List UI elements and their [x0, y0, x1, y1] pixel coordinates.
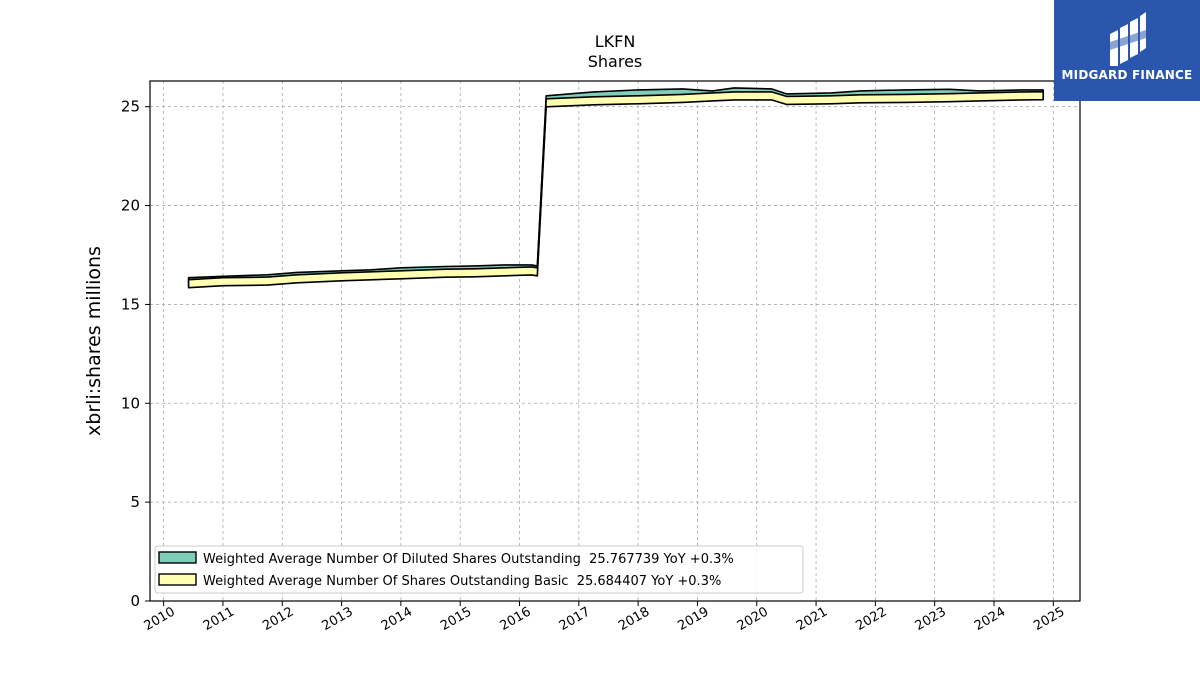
- legend-label: Weighted Average Number Of Diluted Share…: [203, 552, 734, 567]
- y-axis-label: xbrli:shares millions: [83, 246, 105, 436]
- y-tick-label: 25: [121, 98, 140, 116]
- x-tick-label: 2021: [794, 604, 830, 634]
- x-tick-label: 2011: [201, 604, 237, 634]
- legend-label: Weighted Average Number Of Shares Outsta…: [203, 574, 721, 589]
- x-tick-label: 2017: [557, 604, 593, 634]
- chart-subtitle: Shares: [588, 52, 643, 71]
- legend-box: [154, 545, 804, 594]
- chart-title: LKFN: [595, 32, 636, 51]
- x-tick-label: 2014: [379, 604, 415, 634]
- plot-frame: [149, 80, 1081, 602]
- x-tick-label: 2020: [735, 604, 771, 634]
- legend-swatch: [158, 551, 197, 564]
- x-tick-label: 2010: [142, 604, 178, 634]
- series-layer: [187, 87, 1044, 289]
- x-tick-label: 2016: [497, 604, 533, 634]
- y-tick-label: 10: [121, 394, 140, 412]
- x-tick-label: 2013: [320, 604, 356, 634]
- y-tick-label: 20: [121, 197, 140, 215]
- y-tick-label: 0: [130, 592, 140, 610]
- x-tick-label: 2019: [675, 604, 711, 634]
- x-tick-label: 2015: [438, 604, 474, 634]
- series-band-2: [187, 90, 1044, 289]
- x-tick-label: 2018: [616, 604, 652, 634]
- legend: Weighted Average Number Of Diluted Share…: [154, 545, 804, 594]
- x-tick-label: 2025: [1031, 604, 1067, 634]
- grid-lines: [150, 81, 1080, 602]
- logo-mark-icon: [1110, 12, 1146, 66]
- x-tick-label: 2023: [913, 604, 949, 634]
- x-tick-label: 2022: [853, 604, 889, 634]
- midgard-finance-logo: MIDGARD FINANCE: [1054, 0, 1200, 101]
- logo-text: MIDGARD FINANCE: [1061, 68, 1193, 82]
- y-tick-label: 15: [121, 295, 140, 313]
- x-tick-label: 2012: [260, 604, 296, 634]
- y-tick-label: 5: [130, 493, 140, 511]
- x-tick-label: 2024: [972, 604, 1008, 634]
- series-band-1: [187, 87, 1044, 287]
- legend-swatch: [158, 573, 197, 586]
